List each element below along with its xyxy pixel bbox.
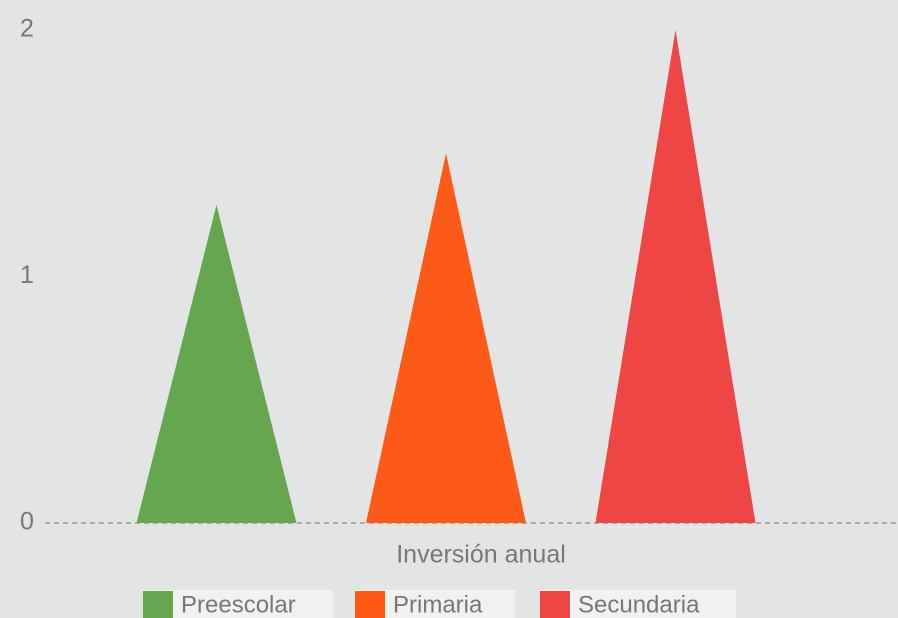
y-tick-label: 2 — [20, 15, 34, 43]
triangle-bar — [366, 153, 526, 523]
y-tick-label: 1 — [20, 261, 34, 289]
legend-label: Secundaria — [578, 591, 700, 618]
legend-item-bg — [540, 590, 736, 618]
legend-item-bg — [143, 590, 333, 618]
legend-swatch — [143, 591, 173, 618]
triangle-bar — [136, 205, 297, 523]
x-axis-title: Inversión anual — [396, 541, 566, 569]
legend-label: Preescolar — [181, 591, 296, 618]
y-tick-label: 0 — [20, 508, 34, 536]
legend-label: Primaria — [393, 591, 483, 618]
triangle-bar — [595, 30, 756, 523]
legend-swatch — [540, 591, 570, 618]
legend-swatch — [355, 591, 385, 618]
